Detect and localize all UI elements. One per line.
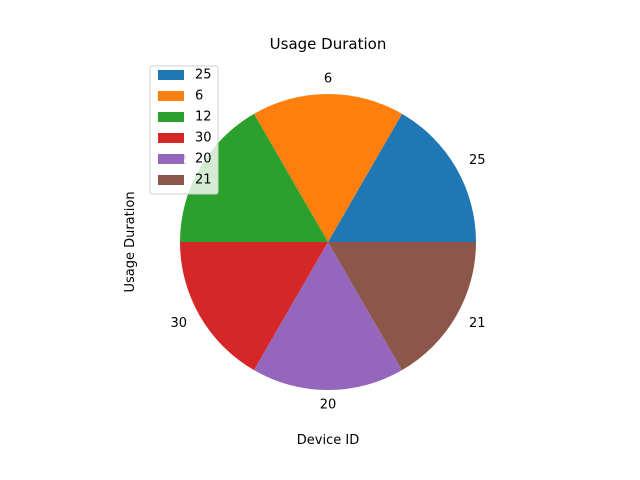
chart-title: Usage Duration (270, 35, 387, 53)
pie-slice-label-0: 25 (469, 153, 486, 168)
pie-slice-0 (328, 113, 477, 242)
legend-swatch-3 (158, 133, 184, 143)
legend-swatch-1 (158, 91, 184, 101)
legend: 25 6 12 30 20 21 (149, 65, 219, 195)
legend-label-1: 6 (195, 89, 203, 104)
legend-label-0: 25 (195, 68, 212, 83)
pie-slice-label-3: 30 (170, 316, 187, 331)
pie-slice-label-1: 6 (324, 72, 332, 87)
pie-slice-1 (254, 94, 402, 242)
legend-swatch-2 (158, 112, 184, 122)
pie-slice-5 (328, 242, 476, 371)
legend-swatch-0 (158, 70, 184, 80)
pie-slice-label-4: 20 (320, 397, 337, 412)
pie-slices (180, 94, 477, 390)
x-axis-label: Device ID (297, 433, 359, 448)
pie-slice-3 (180, 242, 328, 371)
legend-label-2: 12 (195, 110, 212, 125)
legend-swatch-5 (158, 175, 184, 185)
legend-label-5: 21 (195, 173, 212, 188)
legend-swatch-4 (158, 154, 184, 164)
pie-slice-4 (254, 242, 402, 390)
pie-slice-label-5: 21 (469, 316, 486, 331)
y-axis-label: Usage Duration (123, 191, 138, 292)
legend-items: 25 6 12 30 20 21 (158, 68, 212, 188)
legend-label-3: 30 (195, 131, 212, 146)
legend-label-4: 20 (195, 152, 212, 167)
